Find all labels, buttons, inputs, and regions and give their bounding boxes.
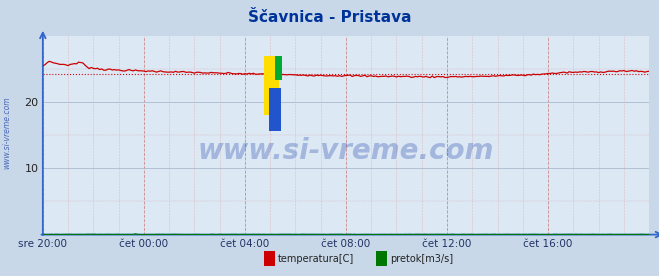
FancyBboxPatch shape (275, 56, 282, 79)
Text: Ščavnica - Pristava: Ščavnica - Pristava (248, 10, 411, 25)
Text: www.si-vreme.com: www.si-vreme.com (2, 96, 11, 169)
Text: temperatura[C]: temperatura[C] (278, 254, 355, 264)
Text: www.si-vreme.com: www.si-vreme.com (198, 137, 494, 165)
FancyBboxPatch shape (269, 87, 281, 131)
FancyBboxPatch shape (264, 56, 279, 115)
Text: pretok[m3/s]: pretok[m3/s] (390, 254, 453, 264)
